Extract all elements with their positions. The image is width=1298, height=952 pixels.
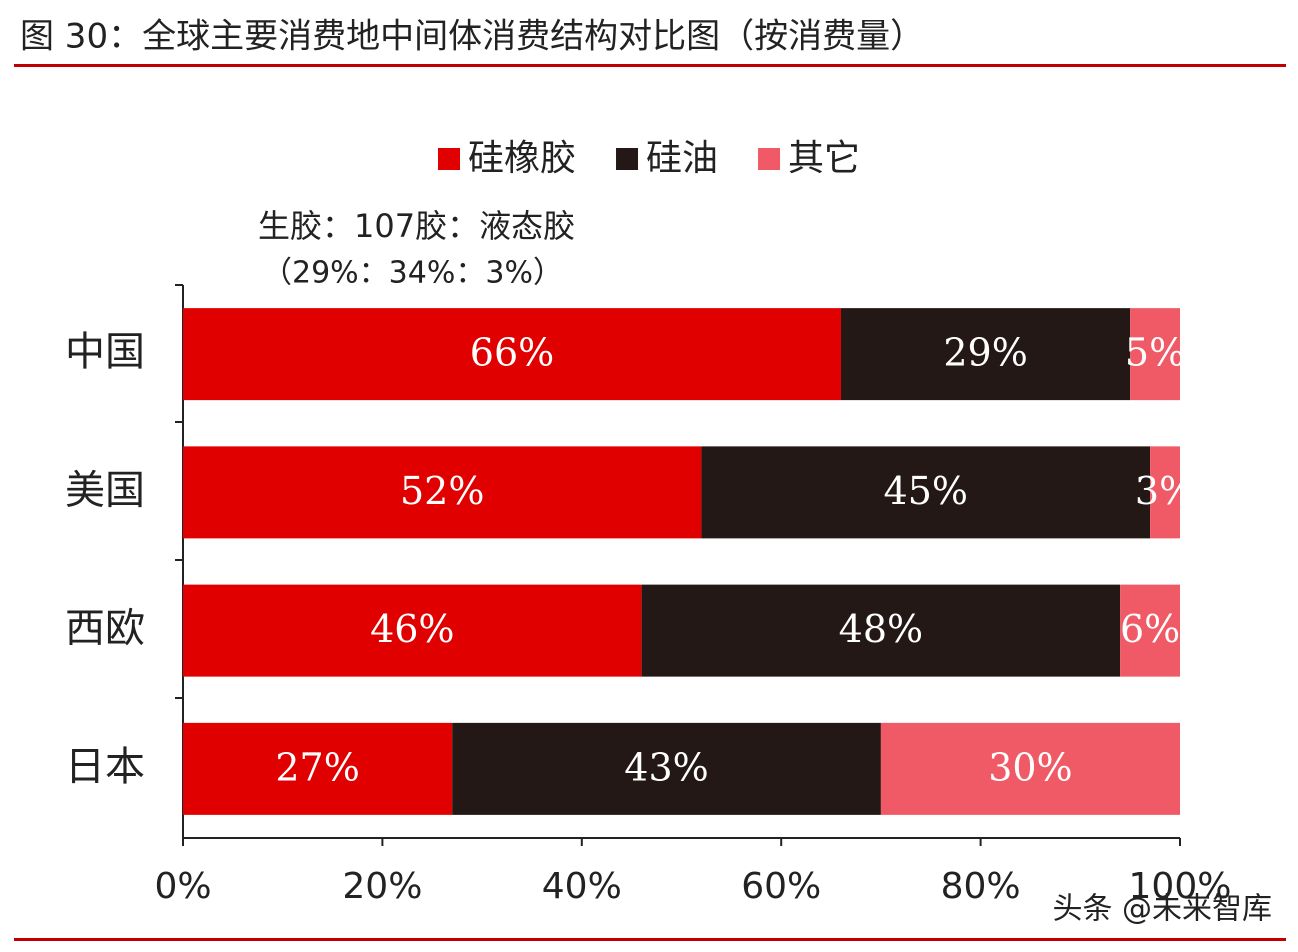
y-tick-label: 西欧 <box>65 606 145 652</box>
annotation: 生胶：107胶：液态胶 <box>258 207 575 245</box>
bar-segment <box>183 308 842 401</box>
bar-segment <box>452 722 881 815</box>
legend-swatch <box>438 148 460 170</box>
value-label: 3% <box>1135 469 1195 513</box>
chart-title: 图 30：全球主要消费地中间体消费结构对比图（按消费量） <box>20 17 924 57</box>
x-tick-label: 20% <box>342 866 422 907</box>
legend-label: 硅油 <box>646 138 718 179</box>
legend-label: 其它 <box>788 138 860 179</box>
title-rule <box>14 64 1286 67</box>
bar-segment <box>183 446 702 539</box>
bar-segment <box>1130 308 1180 401</box>
y-tick-label: 日本 <box>65 744 145 790</box>
legend-swatch <box>758 148 781 170</box>
bar-segment <box>183 722 453 815</box>
bar-segment <box>1120 584 1180 677</box>
value-label: 52% <box>400 469 484 513</box>
value-label: 43% <box>624 745 708 789</box>
x-tick-label: 40% <box>542 866 622 907</box>
x-tick-label: 0% <box>154 866 211 907</box>
value-label: 29% <box>943 331 1027 375</box>
value-label: 46% <box>370 607 454 651</box>
x-tick-label: 100% <box>1129 866 1232 907</box>
bar-segment <box>841 308 1131 401</box>
x-tick-label: 80% <box>941 866 1021 907</box>
bottom-rule <box>14 938 1286 941</box>
bar-segment <box>183 584 642 677</box>
y-tick-label: 中国 <box>65 329 145 375</box>
annotation: （29%：34%：3%） <box>262 256 563 291</box>
category-ticks <box>175 284 183 699</box>
bar-segment <box>641 584 1121 677</box>
watermark: 头条 @未来智库 <box>1052 892 1272 927</box>
bar-segment <box>1150 446 1180 539</box>
value-label: 30% <box>988 745 1072 789</box>
legend-label: 硅橡胶 <box>468 138 576 179</box>
value-label: 6% <box>1120 607 1180 651</box>
x-tick-label: 60% <box>741 866 821 907</box>
value-label: 27% <box>275 745 359 789</box>
value-label: 48% <box>839 607 923 651</box>
bar-segment <box>880 722 1180 815</box>
value-label: 5% <box>1125 331 1185 375</box>
value-label: 45% <box>884 469 968 513</box>
value-label: 66% <box>470 331 554 375</box>
legend-swatch <box>616 148 639 170</box>
bar-segment <box>701 446 1151 539</box>
y-tick-label: 美国 <box>65 467 145 513</box>
